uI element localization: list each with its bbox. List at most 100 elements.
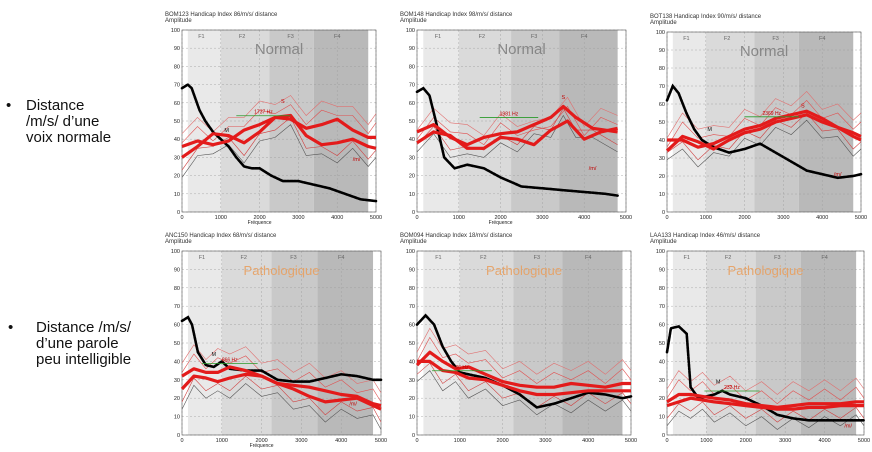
- y-tick-label: 10: [174, 415, 180, 421]
- watermark-label: Normal: [740, 43, 788, 60]
- plot-frame: [181, 250, 382, 436]
- bullet-normal: • Distance /m/s/ d’une voix normale: [6, 98, 156, 152]
- x-tick-label: 2000: [255, 438, 267, 444]
- annotation-label: M: [707, 127, 712, 133]
- chart-ylabel: Amplitude: [650, 20, 677, 26]
- chart-panel-1: BOM123 Handicap Index 86/m/s/ distance A…: [165, 12, 382, 226]
- y-tick-label: 70: [409, 83, 415, 89]
- y-tick-label: 90: [174, 46, 180, 52]
- formant-label: F4: [334, 34, 340, 40]
- x-tick-label: 5000: [855, 215, 867, 221]
- annotation-label: /m/: [349, 402, 357, 408]
- chart-panel-2: BOM148 Handicap Index 98/m/s/ distance A…: [400, 12, 632, 226]
- plot-frame: [181, 29, 377, 213]
- y-tick-label: 10: [174, 192, 180, 198]
- y-tick-label: 0: [412, 433, 415, 439]
- series-line-black: [415, 86, 619, 197]
- y-tick-label: 20: [659, 396, 665, 402]
- thin-curve: [416, 327, 632, 375]
- y-tick-label: 30: [409, 378, 415, 384]
- x-tick-label: 1000: [700, 438, 712, 444]
- formant-label: F1: [198, 34, 204, 40]
- formant-label: F1: [683, 255, 689, 261]
- y-tick-label: 50: [659, 341, 665, 347]
- formant-band: [672, 251, 707, 435]
- thin-curve: [181, 104, 377, 144]
- series-line-red: [417, 359, 631, 397]
- x-tick-label: 0: [180, 438, 183, 444]
- thin-curve: [181, 344, 382, 393]
- chart-ylabel: Amplitude: [400, 18, 427, 24]
- y-tick-label: 0: [662, 433, 665, 439]
- y-tick-label: 100: [656, 249, 665, 255]
- plot-frame: [666, 250, 865, 436]
- series-line-red: [181, 113, 377, 159]
- formant-label: F3: [531, 34, 537, 40]
- thin-curve: [666, 408, 865, 430]
- annotation-label: /m/: [834, 172, 842, 178]
- watermark-label: Normal: [497, 41, 545, 58]
- y-tick-label: 50: [174, 341, 180, 347]
- y-tick-label: 40: [659, 138, 665, 144]
- chart-ylabel: Amplitude: [165, 239, 192, 245]
- x-tick-label: 2000: [740, 438, 752, 444]
- formant-label: F4: [585, 255, 591, 261]
- plot-frame: [416, 29, 627, 213]
- plot-frame: [416, 250, 632, 436]
- x-tick-label: 0: [415, 215, 418, 221]
- y-tick-label: 80: [174, 64, 180, 70]
- bullet-dot-icon: •: [6, 97, 12, 114]
- series-line-red: [415, 350, 631, 389]
- y-tick-label: 0: [412, 210, 415, 216]
- x-tick-label: 5000: [620, 215, 632, 221]
- y-tick-label: 90: [409, 46, 415, 52]
- series-line-black: [180, 82, 378, 203]
- formant-band: [317, 251, 374, 435]
- thin-curve: [416, 362, 632, 408]
- y-tick-label: 70: [659, 84, 665, 90]
- y-tick-label: 0: [177, 433, 180, 439]
- chart-title: LAA133 Handicap Index 46/m/s/ distance: [650, 233, 761, 239]
- y-tick-label: 30: [174, 155, 180, 161]
- y-tick-label: 100: [171, 28, 180, 34]
- x-tick-label: 3000: [779, 438, 791, 444]
- x-tick-label: 4000: [816, 215, 828, 221]
- series-line-red: [666, 392, 864, 409]
- y-tick-label: 20: [659, 174, 665, 180]
- annotation-label: M: [224, 128, 229, 134]
- y-tick-label: 40: [174, 137, 180, 143]
- chart-title: ANC150 Handicap Index 68/m/s/ distance: [165, 233, 277, 239]
- chart-title: BOT138 Handicap Index 90/m/s/ distance: [650, 14, 762, 20]
- y-tick-label: 0: [177, 210, 180, 216]
- thin-curve: [416, 370, 632, 416]
- y-tick-label: 90: [409, 267, 415, 273]
- y-tick-label: 60: [174, 323, 180, 329]
- chart-panel-5: BOM094 Handicap Index 18/m/s/ distance A…: [400, 233, 637, 447]
- y-tick-label: 90: [659, 48, 665, 54]
- chart-title: BOM123 Handicap Index 86/m/s/ distance: [165, 12, 278, 18]
- y-tick-label: 50: [174, 119, 180, 125]
- y-tick-label: 20: [409, 174, 415, 180]
- y-tick-label: 10: [409, 415, 415, 421]
- thin-curve: [666, 370, 865, 395]
- y-tick-label: 20: [174, 174, 180, 180]
- annotation-label: 1737 Hz: [254, 110, 273, 116]
- bullet-pathological: • Distance /m/s/ d’une parole peu intell…: [8, 320, 168, 374]
- y-tick-label: 80: [659, 286, 665, 292]
- thin-curve: [666, 119, 862, 168]
- chart-panel-6: LAA133 Handicap Index 46/m/s/ distance A…: [650, 233, 870, 447]
- thin-curve: [416, 96, 618, 137]
- formant-label: F3: [772, 36, 778, 42]
- y-tick-label: 80: [174, 286, 180, 292]
- chart-ylabel: Amplitude: [165, 18, 192, 24]
- thin-curve: [181, 375, 382, 423]
- y-tick-label: 100: [171, 249, 180, 255]
- y-tick-label: 100: [406, 249, 415, 255]
- y-tick-label: 70: [174, 83, 180, 89]
- x-tick-label: 5000: [375, 438, 387, 444]
- formant-band: [220, 30, 270, 212]
- y-tick-label: 40: [409, 137, 415, 143]
- x-tick-label: 0: [665, 215, 668, 221]
- y-tick-label: 100: [656, 30, 665, 36]
